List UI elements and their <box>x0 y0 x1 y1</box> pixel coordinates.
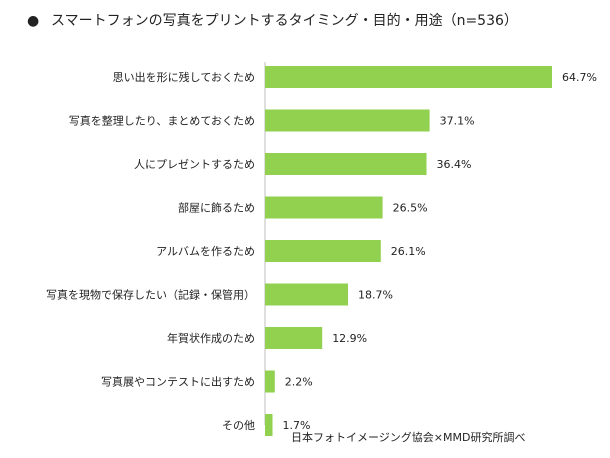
title-bullet: ● <box>27 13 39 29</box>
value-label-4: 26.1% <box>391 245 426 258</box>
category-label-2: 人にプレゼントするため <box>134 158 255 171</box>
value-label-0: 64.7% <box>562 71 597 84</box>
value-label-1: 37.1% <box>440 115 475 128</box>
value-label-2: 36.4% <box>437 158 472 171</box>
bar-0 <box>265 66 552 88</box>
bar-2 <box>265 153 427 175</box>
category-label-6: 年賀状作成のため <box>167 331 255 345</box>
bar-4 <box>265 240 381 262</box>
value-label-3: 26.5% <box>393 202 428 215</box>
category-label-7: 写真展やコンテストに出すため <box>101 375 255 389</box>
value-label-8: 1.7% <box>283 419 311 432</box>
bar-3 <box>265 196 383 219</box>
bars-layer <box>265 66 552 436</box>
chart-title-text: スマートフォンの写真をプリントするタイミング・目的・用途（n=536） <box>51 12 518 29</box>
category-label-0: 思い出を形に残しておくため <box>113 70 255 84</box>
category-labels: 思い出を形に残しておくため写真を整理したり、まとめておくため人にプレゼントするた… <box>46 70 255 432</box>
value-label-5: 18.7% <box>358 289 393 302</box>
value-labels: 64.7% 37.1% 36.4% 26.5% 26.1% 18.7% 12.9% 2.2% 1… <box>283 71 597 432</box>
category-label-3: 部屋に飾るため <box>178 201 255 215</box>
bar-8 <box>265 414 273 436</box>
chart-title: ● スマートフォンの写真をプリントするタイミング・目的・用途（n=536） <box>27 12 518 29</box>
source-note: 日本フォトイメージング協会×MMD研究所調べ <box>291 430 525 444</box>
category-label-5: 写真を現物で保存したい（記録・保管用） <box>46 288 255 302</box>
value-label-6: 12.9% <box>332 332 367 345</box>
bar-1 <box>265 109 430 132</box>
category-label-1: 写真を整理したり、まとめておくため <box>69 114 255 128</box>
bar-5 <box>265 283 348 306</box>
bar-7 <box>265 370 275 393</box>
category-label-8: その他 <box>222 419 255 432</box>
bar-6 <box>265 327 323 349</box>
value-label-7: 2.2% <box>285 376 313 389</box>
category-label-4: アルバムを作るため <box>156 245 255 258</box>
